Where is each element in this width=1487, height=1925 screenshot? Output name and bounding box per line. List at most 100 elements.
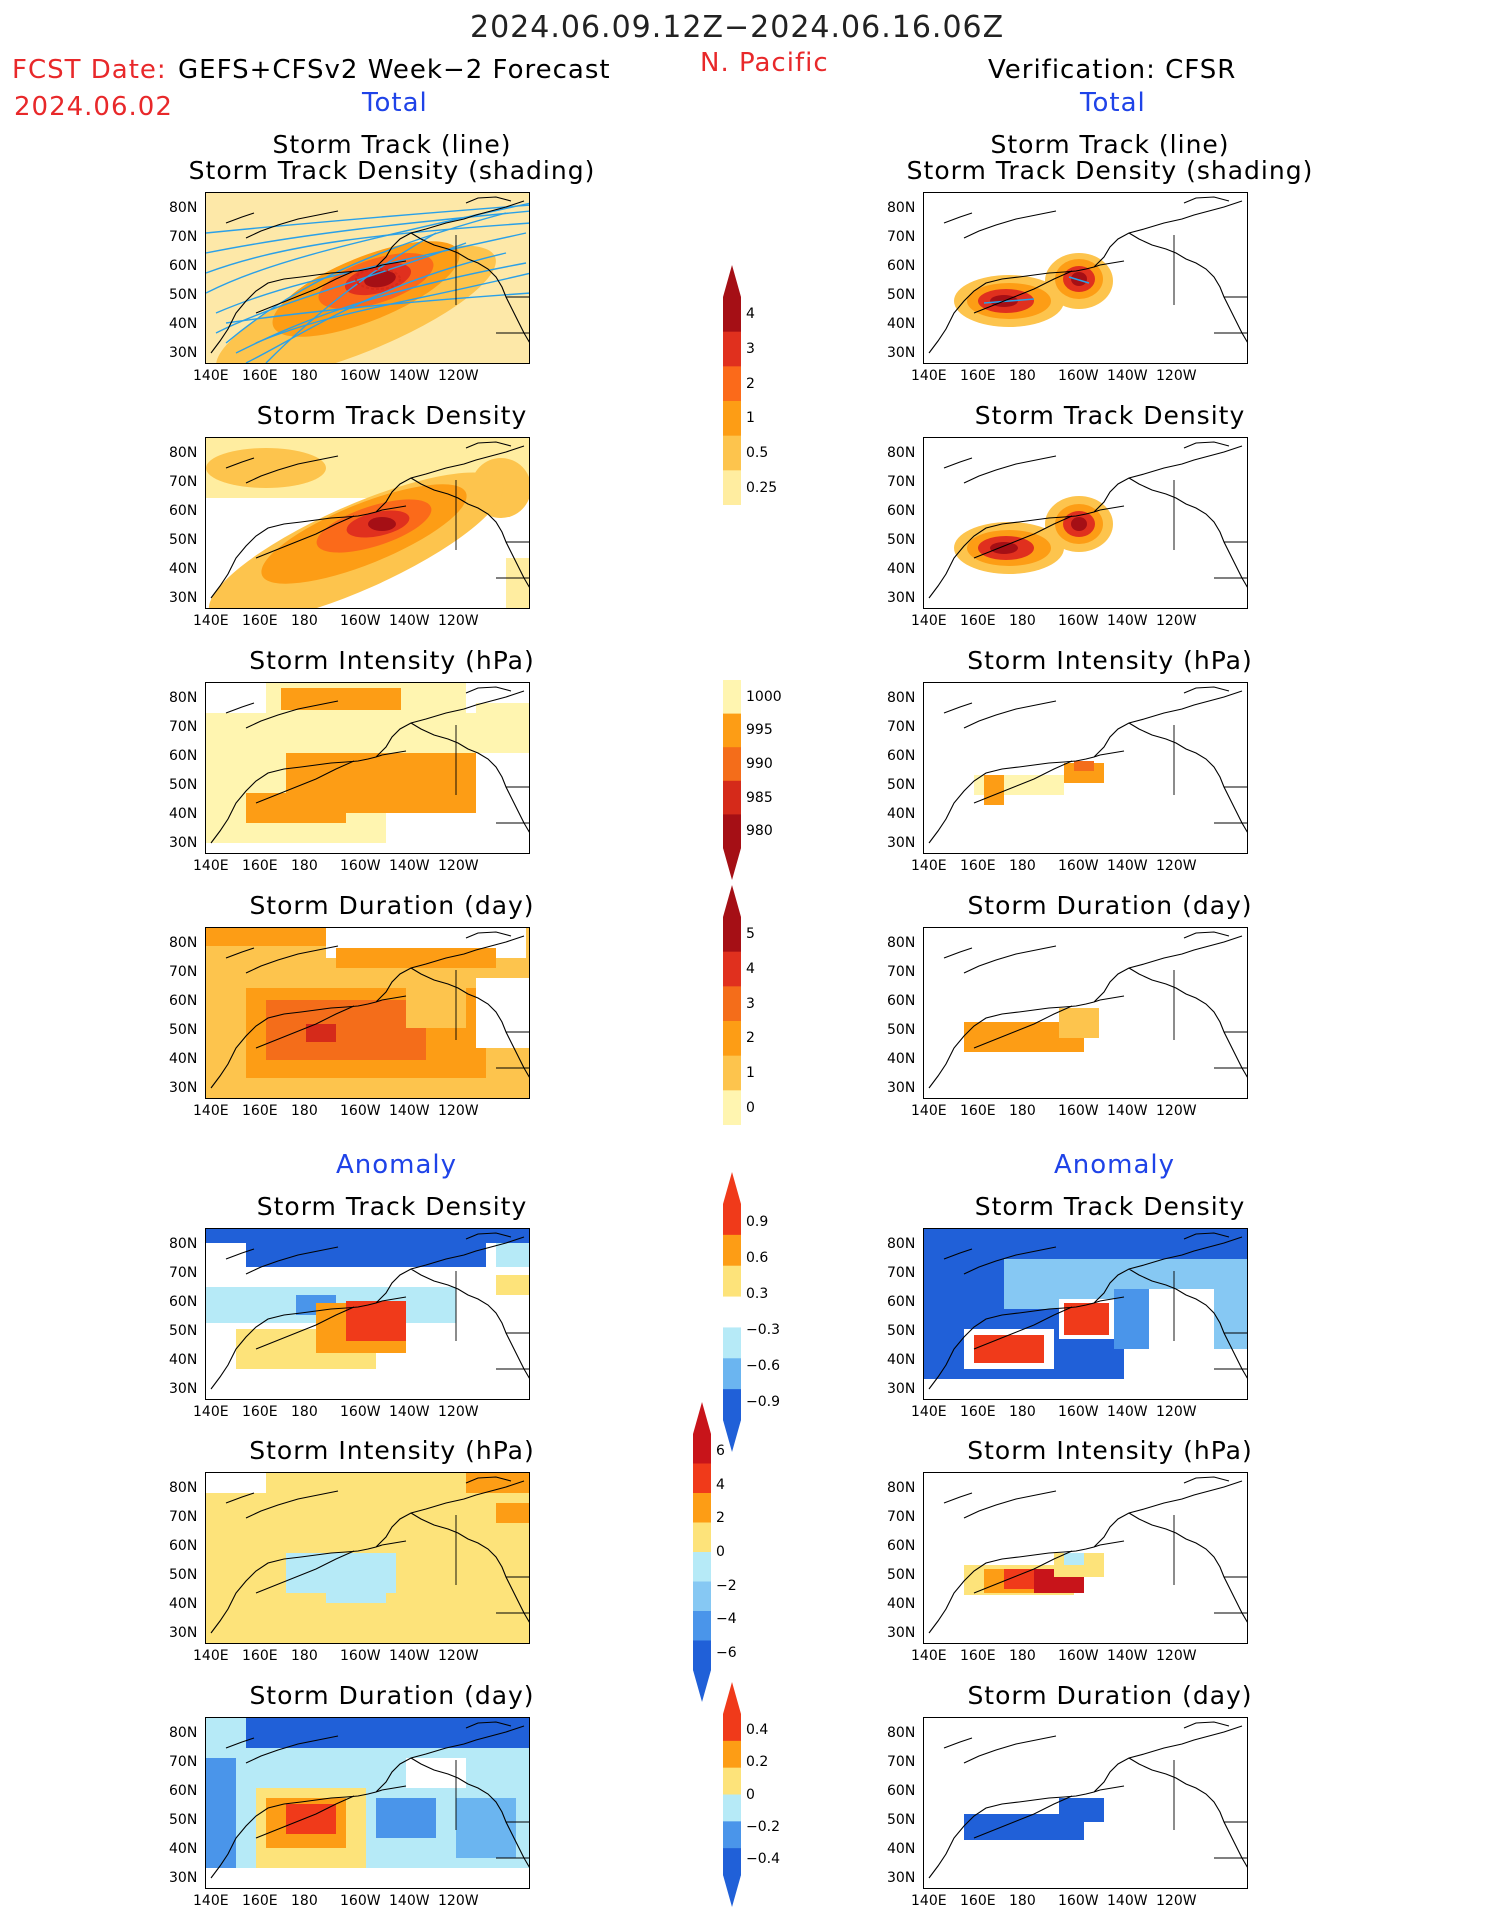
lon-tick-label: 140W <box>389 613 430 629</box>
colorbar-tick-label: 2 <box>716 1510 725 1527</box>
lon-tick-label: 160E <box>960 613 996 629</box>
colorbar-tick-label: 0 <box>746 1786 755 1803</box>
colorbar-tick-label: 4 <box>746 306 755 323</box>
lat-tick-label: 80N <box>169 1236 198 1252</box>
lon-tick-label: 140E <box>193 1404 229 1420</box>
lon-tick-label: 160E <box>960 1103 996 1119</box>
lon-tick-label: 140E <box>911 858 947 874</box>
right-map-panel-5 <box>923 1228 1248 1400</box>
lat-tick-label: 40N <box>169 806 198 822</box>
colorbar-tick-label: 6 <box>716 1442 725 1459</box>
lat-tick-label: 50N <box>887 1567 916 1583</box>
lat-tick-label: 40N <box>169 1352 198 1368</box>
lat-tick-label: 70N <box>887 964 916 980</box>
lat-tick-label: 70N <box>169 1265 198 1281</box>
fcst-model-label: GEFS+CFSv2 Week−2 Forecast <box>178 55 611 85</box>
lon-tick-label: 160W <box>340 368 381 384</box>
lat-tick-label: 30N <box>887 835 916 851</box>
map-field-left-5 <box>206 1229 529 1399</box>
lon-tick-label: 120W <box>438 1103 479 1119</box>
lat-tick-label: 30N <box>169 1381 198 1397</box>
colorbar-tick-label: −0.3 <box>746 1322 780 1338</box>
colorbar-duration-anomaly <box>723 1682 741 1907</box>
colorbar-intensity-total <box>723 680 741 880</box>
map-field-left-6 <box>206 1473 529 1643</box>
lon-tick-label: 160W <box>1058 613 1099 629</box>
lon-tick-label: 180 <box>1009 613 1036 629</box>
left-map-panel-5 <box>205 1228 530 1400</box>
lon-tick-label: 160E <box>960 1648 996 1664</box>
lon-tick-label: 160W <box>1058 1893 1099 1909</box>
colorbar-intensity-anomaly <box>693 1402 711 1702</box>
fcst-date-value: 2024.06.02 <box>14 92 173 122</box>
map-field-left-2 <box>206 438 529 608</box>
left-panel-3-title: Storm Intensity (hPa) <box>249 646 535 675</box>
lat-tick-label: 50N <box>169 1022 198 1038</box>
colorbar-tick-label: 1 <box>746 410 755 427</box>
left-panel-5-title: Storm Track Density <box>256 1192 528 1221</box>
left-map-panel-6 <box>205 1472 530 1644</box>
lat-tick-label: 60N <box>169 1294 198 1310</box>
lon-tick-label: 140W <box>389 1404 430 1420</box>
lat-tick-label: 40N <box>887 1352 916 1368</box>
lon-tick-label: 160E <box>960 1404 996 1420</box>
map-field-left-7 <box>206 1718 529 1888</box>
lat-tick-label: 40N <box>169 316 198 332</box>
lon-tick-label: 180 <box>1009 1893 1036 1909</box>
lat-tick-label: 60N <box>169 1783 198 1799</box>
left-map-panel-4 <box>205 927 530 1099</box>
lon-tick-label: 140E <box>911 1103 947 1119</box>
lat-tick-label: 30N <box>887 590 916 606</box>
lat-tick-label: 80N <box>169 690 198 706</box>
left-map-panel-7 <box>205 1717 530 1889</box>
lon-tick-label: 140W <box>1107 1648 1148 1664</box>
lon-tick-label: 160E <box>242 858 278 874</box>
lat-tick-label: 30N <box>169 345 198 361</box>
lon-tick-label: 160E <box>242 1103 278 1119</box>
map-field-left-3 <box>206 683 529 853</box>
lat-tick-label: 80N <box>887 200 916 216</box>
colorbar-tick-label: 0 <box>746 1099 755 1116</box>
colorbar-tick-label: 0.2 <box>746 1754 769 1771</box>
right-panel-7-title: Storm Duration (day) <box>967 1681 1253 1710</box>
colorbar-tick-label: −6 <box>716 1645 737 1662</box>
lat-tick-label: 40N <box>169 1841 198 1857</box>
lat-tick-label: 30N <box>887 1080 916 1096</box>
lat-tick-label: 70N <box>887 474 916 490</box>
lat-tick-label: 30N <box>169 835 198 851</box>
lat-tick-label: 70N <box>887 1265 916 1281</box>
lon-tick-label: 120W <box>1156 858 1197 874</box>
lat-tick-label: 80N <box>169 935 198 951</box>
lat-tick-label: 80N <box>169 445 198 461</box>
left-section-total: Total <box>362 88 428 118</box>
lat-tick-label: 40N <box>887 1841 916 1857</box>
lon-tick-label: 120W <box>1156 368 1197 384</box>
colorbar-tick-label: 1 <box>746 1065 755 1081</box>
map-field-right-6 <box>924 1473 1247 1643</box>
lat-tick-label: 60N <box>887 1294 916 1310</box>
lon-tick-label: 180 <box>291 858 318 874</box>
lat-tick-label: 80N <box>887 1480 916 1496</box>
lat-tick-label: 80N <box>887 445 916 461</box>
left-section-anomaly: Anomaly <box>336 1150 458 1180</box>
lat-tick-label: 50N <box>887 532 916 548</box>
map-field-right-3 <box>924 683 1247 853</box>
lon-tick-label: 120W <box>438 368 479 384</box>
lon-tick-label: 180 <box>291 1893 318 1909</box>
lon-tick-label: 180 <box>1009 1404 1036 1420</box>
lon-tick-label: 160W <box>340 613 381 629</box>
lat-tick-label: 80N <box>887 935 916 951</box>
colorbar-tick-label: 4 <box>716 1476 725 1493</box>
lon-tick-label: 120W <box>438 613 479 629</box>
lat-tick-label: 60N <box>887 748 916 764</box>
colorbar-density-total <box>723 265 741 505</box>
left-panel-6-title: Storm Intensity (hPa) <box>249 1436 535 1465</box>
left-panel-1-subtitle: Storm Track Density (shading) <box>188 156 596 185</box>
verification-label: Verification: CFSR <box>988 55 1237 85</box>
lon-tick-label: 180 <box>1009 368 1036 384</box>
lat-tick-label: 30N <box>169 1080 198 1096</box>
lat-tick-label: 60N <box>887 993 916 1009</box>
lat-tick-label: 60N <box>887 258 916 274</box>
lon-tick-label: 160W <box>340 1893 381 1909</box>
lon-tick-label: 160W <box>1058 368 1099 384</box>
